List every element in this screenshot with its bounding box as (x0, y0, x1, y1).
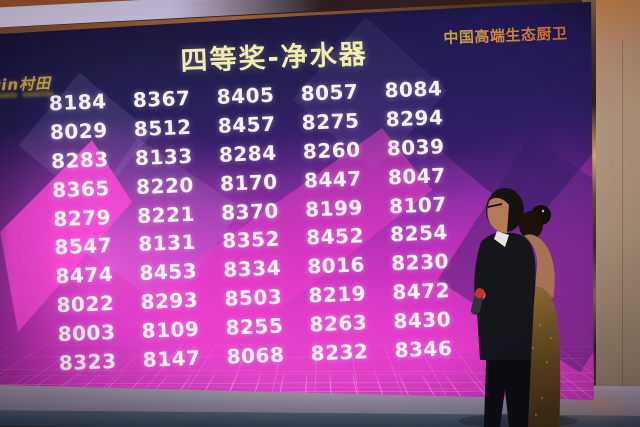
microphone (470, 288, 485, 315)
guest-head (519, 211, 543, 239)
hairpin (541, 209, 545, 213)
guest-shoulder (524, 234, 555, 298)
host-figure-suit (470, 188, 536, 427)
shirt-collar (494, 231, 509, 247)
host-face (487, 197, 509, 233)
glasses (487, 203, 503, 208)
wall-panel-seam (622, 40, 623, 427)
suit-trousers (484, 360, 531, 427)
ballroom-wall (594, 0, 640, 427)
suit-jacket (474, 232, 536, 360)
